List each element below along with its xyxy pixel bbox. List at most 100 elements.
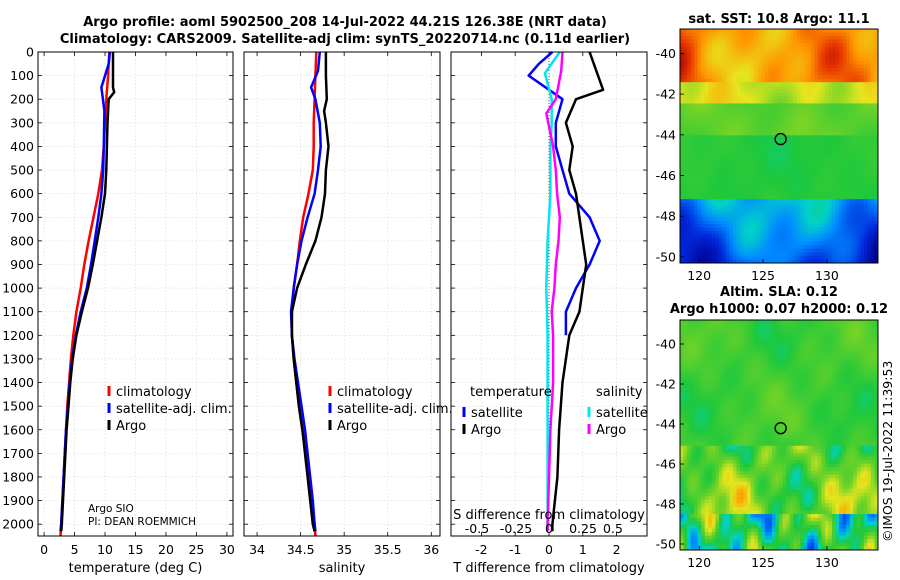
map-cell [814, 92, 819, 97]
map-cell [860, 53, 865, 58]
map-cell [687, 195, 692, 200]
map-cell [839, 323, 844, 328]
map-cell [821, 231, 826, 236]
map-cell [757, 78, 762, 83]
map-cell [828, 75, 833, 80]
map-cell [800, 43, 805, 48]
map-cell [708, 359, 713, 364]
map-cell [863, 252, 868, 257]
map-cell [824, 192, 829, 197]
map-cell [793, 170, 798, 175]
map-cell [863, 96, 868, 101]
map-cell [775, 206, 780, 211]
map-cell [786, 195, 791, 200]
map-cell [860, 213, 865, 218]
map-cell [729, 334, 734, 339]
temperature-panel: 0100200300400500600700800900100011001200… [2, 45, 235, 577]
map-cell [867, 103, 872, 108]
map-cell [789, 330, 794, 335]
map-cell [764, 255, 769, 260]
map-cell [683, 29, 688, 33]
map-cell [842, 206, 847, 211]
map-cell [793, 334, 798, 339]
map-cell [856, 241, 861, 246]
map-cell [747, 78, 752, 83]
map-cell [683, 32, 688, 37]
map-cell [842, 224, 847, 228]
map-cell [793, 181, 798, 186]
map-cell [757, 192, 762, 197]
map-cell [870, 36, 875, 41]
map-cell [793, 241, 798, 246]
map-cell [740, 238, 745, 243]
map-cell [789, 57, 794, 62]
map-cell [839, 57, 844, 62]
map-cell [800, 377, 805, 382]
map-cell [874, 36, 879, 41]
map-cell [687, 99, 692, 104]
map-cell [704, 142, 709, 147]
map-cell [750, 39, 755, 44]
map-cell [725, 107, 730, 111]
map-cell [683, 57, 688, 62]
map-cell [687, 355, 692, 360]
map-cell [747, 160, 752, 165]
map-cell [793, 135, 798, 140]
map-cell [839, 149, 844, 154]
map-cell [740, 121, 745, 126]
map-cell [740, 330, 745, 335]
map-cell [796, 195, 801, 200]
map-cell [743, 255, 748, 260]
map-cell [736, 68, 741, 72]
map-cell [729, 128, 734, 133]
map-cell [800, 57, 805, 62]
map-cell [733, 224, 737, 228]
map-cell [824, 337, 829, 342]
map-cell [771, 124, 776, 129]
map-cell [729, 231, 734, 236]
map-cell [750, 330, 755, 335]
map-cell [750, 206, 755, 211]
map-cell [680, 248, 684, 253]
map-cell [863, 199, 868, 204]
map-cell [796, 128, 801, 133]
map-cell [715, 153, 720, 158]
series-line-s-satellite [543, 51, 561, 532]
map-cell [867, 124, 872, 129]
map-cell [747, 57, 752, 62]
map-cell [793, 320, 798, 324]
map-cell [846, 114, 851, 119]
map-cell [771, 216, 776, 221]
map-cell [725, 121, 730, 126]
map-cell [687, 78, 692, 83]
map-cell [856, 366, 861, 371]
map-cell [694, 85, 699, 90]
map-cell [779, 248, 783, 253]
map-cell [779, 160, 783, 165]
map-cell [680, 170, 684, 175]
map-cell [711, 188, 716, 193]
map-cell [803, 373, 808, 378]
map-cell [704, 231, 709, 236]
map-cell [718, 57, 723, 62]
map-cell [747, 345, 752, 350]
map-cell [793, 224, 798, 228]
map-cell [803, 323, 808, 328]
map-cell [796, 352, 801, 357]
map-cell [761, 71, 766, 76]
map-cell [800, 103, 805, 108]
map-cell [782, 348, 787, 353]
map-cell [874, 128, 879, 133]
map-cell [842, 195, 847, 200]
map-cell [764, 185, 769, 189]
map-cell [687, 359, 692, 364]
map-cell [821, 209, 826, 214]
map-cell [757, 231, 762, 236]
map-cell [828, 85, 833, 90]
map-cell [771, 170, 776, 175]
map-cell [800, 32, 805, 37]
map-cell [814, 188, 819, 193]
map-cell [821, 359, 826, 364]
map-cell [807, 117, 812, 122]
legend-title-temperature: temperature [470, 385, 552, 400]
